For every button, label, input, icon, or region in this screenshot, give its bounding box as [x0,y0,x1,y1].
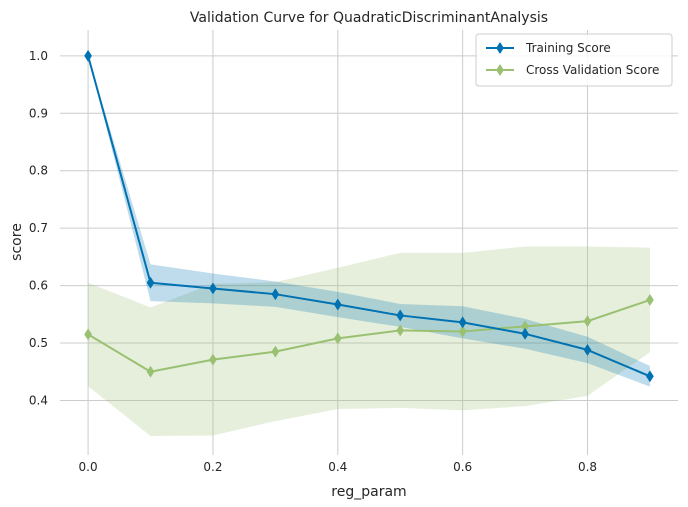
training-score-marker [84,49,92,62]
training-score-marker [521,327,529,340]
training-score-marker [209,282,217,295]
series-markers [84,49,654,383]
x-tick-label: 0.4 [328,460,347,474]
y-axis-title: score [9,223,25,261]
cv-score-marker [396,324,405,337]
training-score-marker [396,309,405,322]
confidence-bands [88,55,650,437]
training-score-marker [146,276,155,289]
x-tick-labels: 0.0 0.2 0.4 0.6 0.8 [79,460,597,474]
y-tick-label: 0.6 [29,279,48,293]
y-tick-label: 1.0 [29,49,48,63]
x-tick-label: 0.8 [578,460,597,474]
cv-score-band [88,246,650,437]
cv-score-line [87,298,651,373]
training-score-marker [458,316,467,329]
cv-score-marker [583,315,592,328]
training-score-marker [333,298,342,311]
y-tick-label: 0.4 [29,393,48,407]
training-score-line [87,55,651,378]
training-score-marker [646,370,654,383]
cv-score-marker [84,328,92,341]
legend-box [475,33,673,87]
x-axis-title: reg_param [331,484,406,500]
legend: Training Score Cross Validation Score [475,33,673,87]
legend-cv-label: Cross Validation Score [526,63,659,77]
cv-score-marker [146,365,155,378]
chart-title: Validation Curve for QuadraticDiscrimina… [190,10,548,26]
legend-cv-marker [496,63,504,77]
x-tick-label: 0.6 [453,460,472,474]
legend-training-label: Training Score [525,41,611,55]
y-tick-label: 0.8 [29,164,48,178]
y-tick-label: 0.9 [29,106,48,120]
grid [60,30,678,455]
training-score-marker [583,343,592,356]
cv-score-marker [458,325,467,338]
series-lines [87,55,651,378]
y-tick-label: 0.7 [29,221,48,235]
y-tick-labels: 0.4 0.5 0.6 0.7 0.8 0.9 1.0 [29,49,48,408]
cv-score-marker [271,345,280,358]
y-tick-label: 0.5 [29,336,48,350]
x-tick-label: 0.2 [203,460,222,474]
plot-area [60,30,678,455]
cv-score-marker [333,332,342,345]
x-tick-label: 0.0 [79,460,98,474]
training-score-band [88,55,650,387]
cv-score-marker [209,353,217,366]
cv-score-marker [646,293,654,306]
legend-training-marker [496,41,504,55]
training-score-marker [271,288,280,301]
